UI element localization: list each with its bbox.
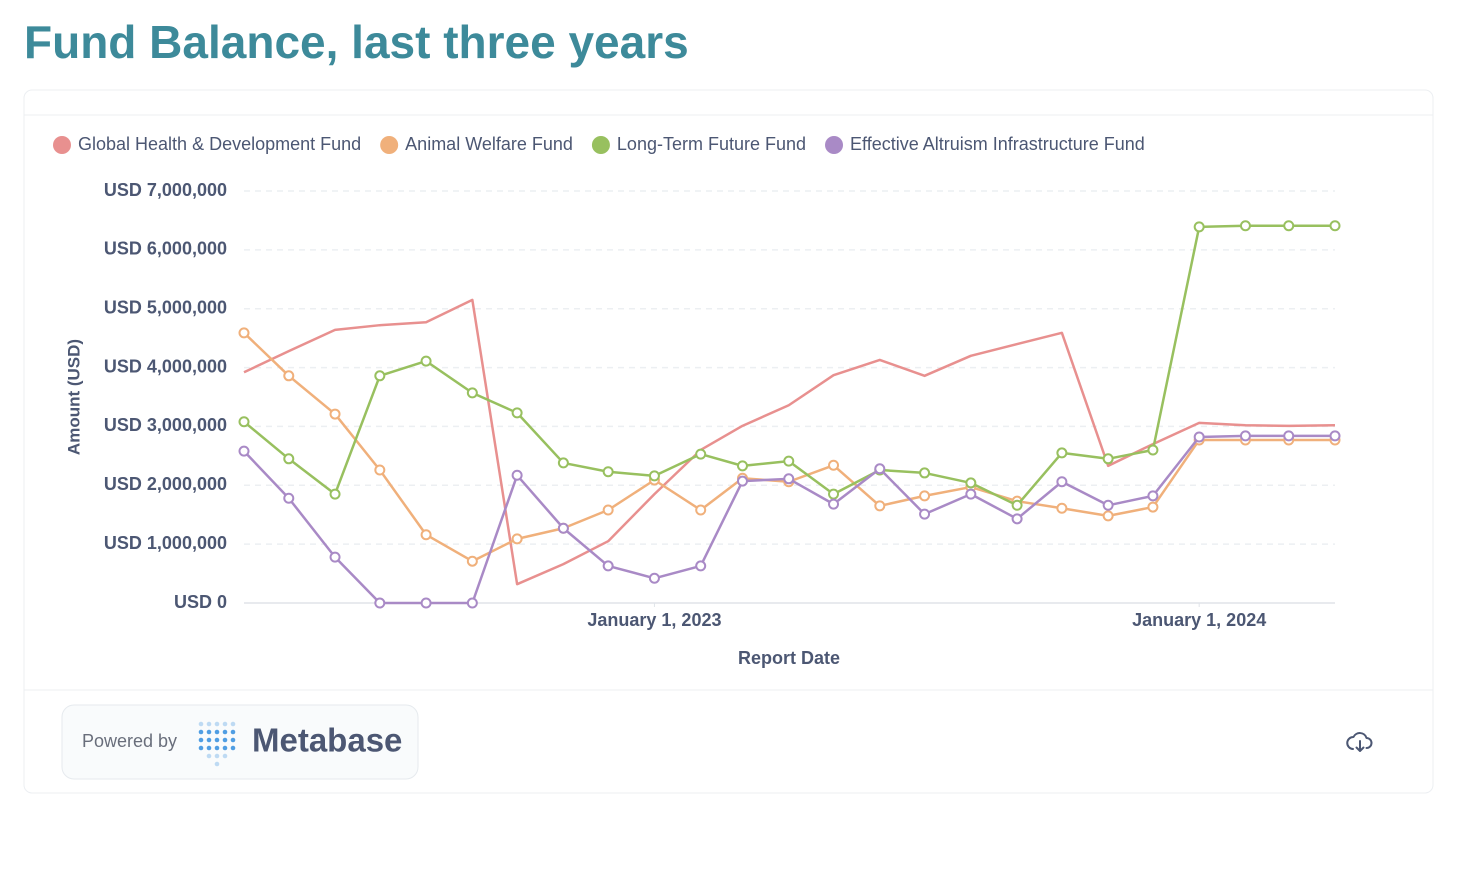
data-point <box>329 551 341 563</box>
data-point <box>919 490 931 502</box>
y-tick-label: USD 6,000,000 <box>104 239 227 259</box>
data-point <box>828 488 840 500</box>
legend-swatch <box>380 136 399 154</box>
data-point <box>1283 430 1295 442</box>
x-axis-label: Report Date <box>738 648 840 668</box>
data-point <box>874 463 886 475</box>
chart-title: Fund Balance, last three years <box>24 16 689 68</box>
data-point <box>602 504 614 516</box>
download-icon[interactable] <box>1346 732 1373 750</box>
data-point <box>511 407 523 419</box>
data-point <box>238 445 250 457</box>
data-point <box>1329 430 1341 442</box>
x-tick-label: January 1, 2023 <box>587 610 721 630</box>
y-tick-label: USD 7,000,000 <box>104 180 227 200</box>
powered-by-badge[interactable]: Powered by Metabase <box>61 704 419 780</box>
data-point <box>1239 220 1251 232</box>
data-point <box>828 459 840 471</box>
card <box>23 89 1434 794</box>
legend-swatch <box>53 136 71 154</box>
badge[interactable] <box>61 704 419 780</box>
data-point <box>1147 490 1159 502</box>
data-point <box>1056 502 1068 514</box>
y-tick-label: USD 5,000,000 <box>104 297 227 317</box>
data-point <box>1056 447 1068 459</box>
data-point <box>420 355 432 367</box>
data-point <box>511 469 523 481</box>
data-point <box>602 560 614 572</box>
legend-swatch <box>825 136 844 154</box>
data-point <box>965 477 977 489</box>
data-point <box>1329 220 1341 232</box>
data-point <box>283 370 295 382</box>
data-point <box>1147 501 1159 513</box>
data-point <box>1102 510 1114 522</box>
data-point <box>420 597 432 609</box>
data-point <box>919 467 931 479</box>
data-point <box>648 572 660 584</box>
brand: Metabase <box>252 722 402 759</box>
data-point <box>1239 430 1251 442</box>
data-point <box>283 453 295 465</box>
legend-label: Animal Welfare Fund <box>405 134 573 154</box>
data-point <box>736 475 748 487</box>
data-point <box>828 498 840 510</box>
powered-by: Powered by <box>82 731 177 751</box>
data-point <box>374 370 386 382</box>
legend-label: Long-Term Future Fund <box>617 134 806 154</box>
data-point <box>238 416 250 428</box>
data-point <box>695 560 707 572</box>
data-point <box>695 504 707 516</box>
download-button[interactable] <box>1346 732 1373 752</box>
y-tick-label: USD 3,000,000 <box>104 415 227 435</box>
x-tick-label: January 1, 2024 <box>1132 610 1266 630</box>
data-point <box>283 492 295 504</box>
y-tick-label: USD 4,000,000 <box>104 356 227 376</box>
legend-label: Effective Altruism Infrastructure Fund <box>850 134 1145 154</box>
data-point <box>1283 220 1295 232</box>
data-point <box>695 448 707 460</box>
download-arrow[interactable] <box>1355 740 1365 752</box>
data-point <box>1011 499 1023 511</box>
data-point <box>783 455 795 467</box>
data-point <box>602 466 614 478</box>
data-point <box>557 457 569 469</box>
data-point <box>466 597 478 609</box>
data-point <box>374 597 386 609</box>
legend-label: Global Health & Development Fund <box>78 134 361 154</box>
data-point <box>466 555 478 567</box>
data-point <box>1011 513 1023 525</box>
data-point <box>648 470 660 482</box>
metabase-logo <box>198 721 236 767</box>
data-point <box>1102 453 1114 465</box>
data-point <box>557 522 569 534</box>
data-point <box>919 508 931 520</box>
data-point <box>1056 476 1068 488</box>
data-point <box>374 464 386 476</box>
data-point <box>420 529 432 541</box>
data-point <box>1193 221 1205 233</box>
data-point <box>874 500 886 512</box>
data-point <box>736 460 748 472</box>
data-point <box>783 473 795 485</box>
legend-swatch <box>591 136 610 154</box>
data-point <box>1102 499 1114 511</box>
data-point <box>329 488 341 500</box>
y-tick-label: USD 2,000,000 <box>104 474 227 494</box>
data-point <box>965 488 977 500</box>
data-point <box>238 327 250 339</box>
y-axis-label: Amount (USD) <box>64 339 83 455</box>
data-point <box>511 533 523 545</box>
data-point <box>1193 431 1205 443</box>
y-tick-label: USD 0 <box>174 592 227 612</box>
data-point <box>466 387 478 399</box>
y-tick-label: USD 1,000,000 <box>104 533 227 553</box>
data-point <box>1147 444 1159 456</box>
data-point <box>329 408 341 420</box>
